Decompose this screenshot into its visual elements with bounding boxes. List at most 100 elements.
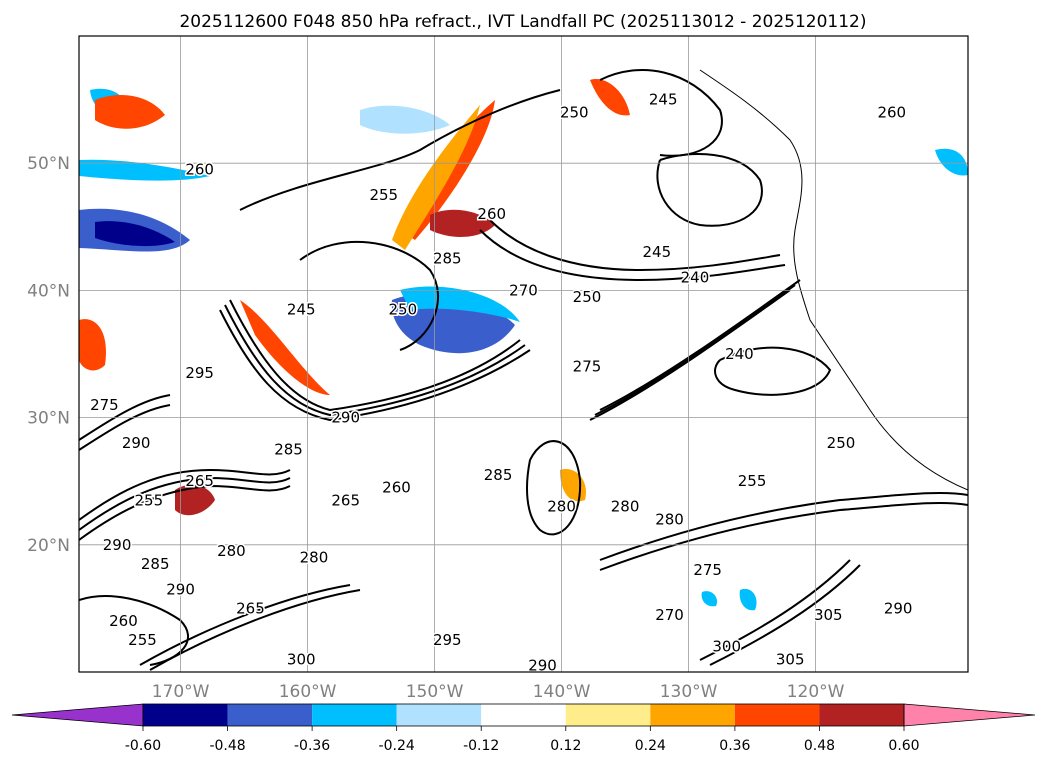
longitude-tick-label: 150°W (406, 682, 464, 702)
colorbar-swatch (481, 704, 566, 726)
positive-anomaly-patch-west (79, 319, 106, 371)
light-negative-patch-north (360, 105, 450, 134)
contour-lines (79, 69, 968, 671)
contour-line (599, 501, 968, 571)
contour-line (594, 284, 796, 416)
latitude-tick-label: 20°N (27, 536, 70, 556)
contour-label: 290 (884, 599, 913, 617)
colorbar-extend-min (11, 703, 144, 727)
colorbar: -0.60 -0.48 -0.36 -0.24 -0.12 0.12 0.24 0.36 0.4… (11, 703, 1036, 754)
longitude-tick-label: 120°W (787, 682, 845, 702)
colorbar-tick-label: -0.48 (209, 738, 245, 754)
colorbar-swatch (650, 704, 735, 726)
contour-label: 285 (141, 555, 170, 573)
contour-line (599, 279, 801, 411)
contour-line (224, 304, 526, 417)
colorbar-extend-max (903, 703, 1036, 727)
colorbar-tick-label: 0.36 (719, 738, 750, 754)
contour-line (599, 69, 723, 157)
contour-label: 295 (433, 631, 462, 649)
contour-line (79, 468, 291, 521)
contour-line (79, 476, 291, 531)
contour-line (699, 559, 851, 661)
contour-label: 260 (109, 612, 138, 630)
contour-label: 280 (547, 498, 576, 516)
contour-label: 255 (135, 491, 164, 509)
contour-line (479, 229, 786, 282)
contour-label: 285 (274, 440, 303, 458)
longitude-tick-label: 140°W (533, 682, 591, 702)
contour-label: 240 (725, 345, 754, 363)
colorbar-frame (142, 703, 905, 727)
contour-label: 280 (300, 549, 329, 567)
colorbar-tick-label: 0.60 (888, 738, 919, 754)
contour-label: 300 (712, 638, 741, 656)
contour-line (139, 584, 351, 666)
negative-anomaly-patch-east (935, 148, 968, 176)
contour-label: 265 (331, 491, 360, 509)
latitude-tick-label: 30°N (27, 409, 70, 429)
contour-line (79, 394, 171, 441)
colorbar-tick-label: 0.12 (550, 738, 581, 754)
contour-label: 280 (217, 542, 246, 560)
contour-label: 260 (477, 205, 506, 223)
colorbar-tick-label: 0.48 (804, 738, 835, 754)
contour-label: 280 (611, 498, 640, 516)
contour-label: 290 (331, 409, 360, 427)
positive-anomaly-patch-northeast (590, 79, 630, 116)
positive-anomaly-rim-north (392, 105, 480, 250)
contour-line (79, 404, 171, 451)
contour-label: 275 (90, 396, 119, 414)
colorbar-swatch (819, 704, 904, 726)
map-frame (78, 35, 969, 673)
contour-line (599, 491, 968, 561)
latitude-tick-label: 40°N (27, 281, 70, 301)
contour-line (79, 595, 190, 666)
contour-label: 250 (827, 434, 856, 452)
contour-label: 290 (528, 657, 557, 675)
contour-line (489, 219, 781, 272)
colorbar-tick-label: -0.36 (294, 738, 330, 754)
contour-line (79, 484, 291, 541)
contour-label: 245 (643, 243, 672, 261)
contour-label: 245 (287, 300, 316, 318)
colorbar-tick-label: -0.24 (379, 738, 415, 754)
contour-line (714, 346, 832, 396)
contour-label: 250 (389, 300, 418, 318)
positive-anomaly-patch-jet (430, 209, 495, 237)
contour-label: 285 (433, 250, 462, 268)
contour-label: 255 (128, 631, 157, 649)
colorbar-swatch (734, 704, 820, 726)
longitude-tick-label: 160°W (279, 682, 337, 702)
colorbar-swatch (396, 704, 482, 726)
longitude-labels: 170°W 160°W 150°W 140°W 130°W 120°W (152, 682, 845, 702)
contour-label: 275 (693, 561, 722, 579)
contour-label: 305 (814, 606, 843, 624)
contour-label: 280 (655, 510, 684, 528)
latitude-tick-label: 50°N (27, 154, 70, 174)
colorbar-tick-label: -0.12 (463, 738, 499, 754)
negative-anomaly-patch-south (739, 588, 757, 611)
contour-label: 255 (738, 472, 767, 490)
contour-line (589, 289, 791, 421)
positive-anomaly-patch-southwest (175, 484, 215, 516)
contour-label: 265 (185, 472, 214, 490)
contour-label: 265 (236, 599, 265, 617)
latitude-labels: 20°N 30°N 40°N 50°N (27, 154, 70, 556)
contour-line (229, 299, 521, 412)
shaded-anomalies (79, 79, 968, 611)
negative-anomaly-band-north (79, 159, 210, 181)
positive-anomaly-patch-northwest (95, 95, 165, 129)
contour-label: 240 (681, 269, 710, 287)
colorbar-tick-label: 0.24 (635, 738, 666, 754)
contour-label: 260 (877, 103, 906, 121)
contour-label: 255 (369, 186, 398, 204)
strong-negative-core-northwest (95, 221, 175, 247)
colorbar-swatch (312, 704, 397, 726)
graticule (79, 36, 968, 672)
contour-label: 295 (185, 364, 214, 382)
map-title: 2025112600 F048 850 hPa refract., IVT La… (179, 12, 866, 32)
contour-line (239, 89, 561, 211)
